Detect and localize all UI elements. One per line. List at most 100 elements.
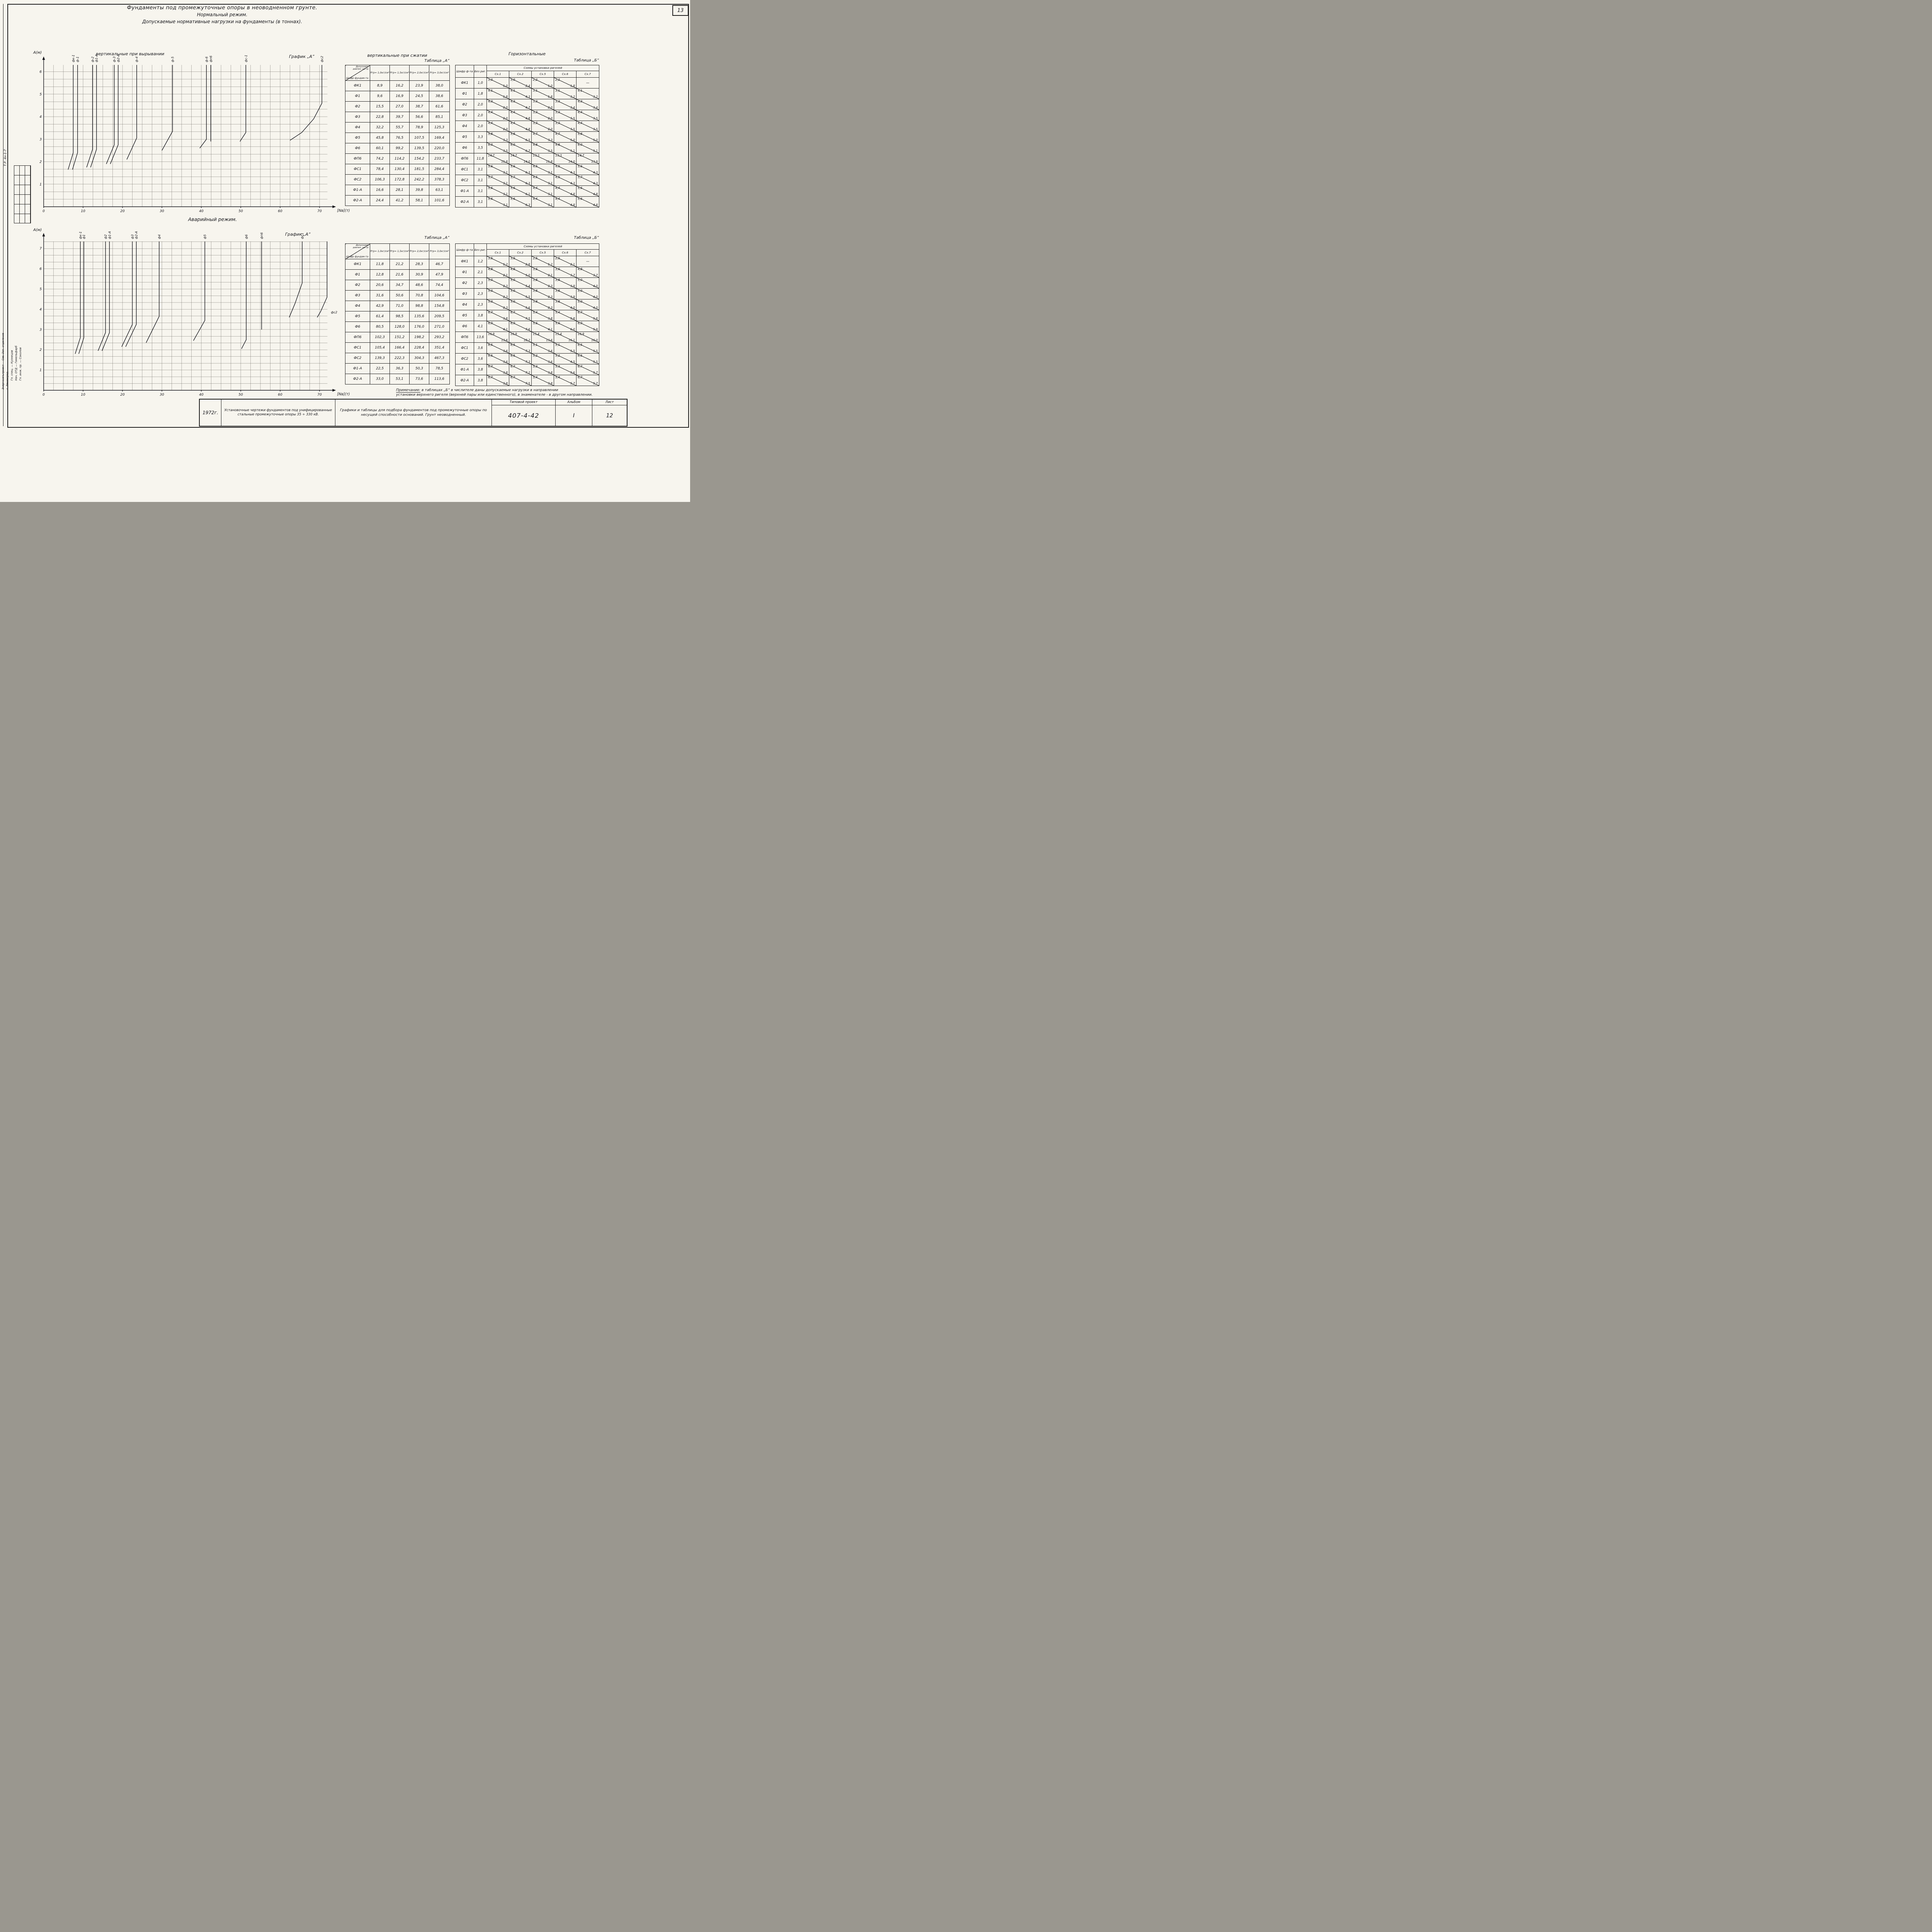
table-row: Ф4 42,9 71,0 98,8 154,8: [345, 301, 450, 311]
y-tick-label: 4: [39, 115, 42, 119]
curve-label-ф5: ф5: [203, 235, 207, 239]
diagonal-cell: 3,8 2,3: [532, 289, 554, 299]
numerator: 13,3: [533, 154, 539, 157]
x-axis-arrow: [332, 205, 336, 208]
chart-normal-pullout: 0 10 20 30 40 50 60 70 1 2 3 4 5 6 [Nв](т) фк-1 ф-1 ф-2 ф1…: [39, 54, 350, 213]
denominator: 1,2: [548, 263, 553, 266]
split-load-cell: 6,9 5,9: [576, 321, 599, 332]
split-load-cell: 13,3 11,8: [531, 153, 554, 164]
split-load-cell: 5,8 6,5: [509, 131, 532, 143]
page-title: Фундаменты под промежуточные опоры в нео…: [127, 5, 318, 11]
diagonal-cell: 4,8 3,5: [532, 143, 554, 153]
numerator: 3,6: [555, 267, 560, 271]
denominator: 3,6: [503, 349, 508, 353]
split-load-cell: 3,3 2,0: [531, 121, 554, 132]
numerator: 3,1: [533, 89, 538, 92]
diagonal-cell: 4,3 2,0: [487, 99, 509, 110]
foundation-code: Ф2: [455, 277, 474, 289]
table-row: ФС1 78,4 130,4 181,5 284,4: [345, 164, 450, 175]
split-load-cell: 3,0 1,0: [486, 77, 509, 88]
diagonal-cell: 4,7 5,0: [554, 132, 576, 142]
denominator: 5,6: [525, 306, 530, 310]
scheme-header: Сх.1: [486, 71, 509, 78]
diagonal-cell: 4,8 5,0: [509, 267, 531, 277]
numerator: 6,5: [510, 354, 515, 357]
numerator: 4,4: [488, 121, 493, 125]
denominator: 5,5: [593, 360, 598, 364]
split-load-cell: 3,0 2,4: [509, 77, 532, 88]
numerator: 4,8: [578, 267, 583, 271]
foundation-code: Ф6: [455, 142, 474, 153]
load-value: 33,0: [370, 374, 390, 384]
table-row: Ф6 80,5 128,0 176,0 271,0: [345, 321, 450, 332]
title-block-install-text: Установочные чертежи фундаментов под уни…: [221, 400, 335, 426]
numerator: 3,0: [488, 78, 493, 82]
curve-ф1: [78, 241, 84, 354]
numerator: 6,7: [488, 311, 493, 314]
column-header: Ргр= 3,0кг/см²: [429, 243, 450, 259]
denominator: 3,5: [503, 149, 508, 153]
numerator: 5,1: [555, 343, 560, 347]
numerator: 5,7: [578, 175, 583, 179]
numerator: 4,4: [510, 121, 515, 125]
y-tick-label: 2: [39, 160, 42, 164]
no-rigel-header: Без риг.: [474, 243, 487, 256]
foundation-code: Ф3: [345, 290, 370, 301]
curve-label-ф1-А: ф1-А: [95, 54, 99, 62]
denominator: 3,5: [593, 128, 598, 131]
diagonal-cell: 5,1 3,6: [532, 343, 554, 353]
diagonal-cell: 6,9 7,6: [509, 321, 531, 332]
split-load-cell: 4,5 4,3: [554, 175, 577, 186]
numerator: 5,6: [488, 165, 493, 168]
split-load-cell: 5,2 4,5: [554, 353, 577, 364]
load-table-B: Шифр ф-та Без риг. Схемы установки ригелей…: [455, 243, 599, 386]
table-normal-vertical-compression: Допускаем. давлен. на гр. Шифр фундам-та Р…: [345, 65, 450, 206]
load-value: 55,7: [389, 122, 410, 133]
split-load-cell: 6,5 5,5: [576, 342, 599, 354]
load-value: 34,7: [389, 280, 410, 291]
denominator: 5,5: [525, 295, 530, 299]
numerator: 5,8: [488, 132, 493, 136]
split-load-cell: 4,5 3,1: [531, 175, 554, 186]
load-value: 36,3: [389, 363, 410, 374]
diagonal-cell: 5,6 6,3: [509, 197, 531, 207]
no-rigel-value: 11,8: [474, 153, 487, 164]
numerator: 5,4: [555, 311, 560, 314]
split-load-cell: 5,3 5,6: [554, 364, 577, 375]
denominator: 4,3: [570, 171, 575, 174]
x-tick-label: 60: [278, 393, 282, 397]
foundation-code: ФК1: [345, 80, 370, 91]
y-tick-label: 5: [39, 93, 42, 97]
table-row: Ф6 60,1 99,2 139,5 220,0: [345, 143, 450, 154]
foundation-code: ФП6: [345, 332, 370, 343]
split-load-cell: 16,9 16,0: [576, 332, 599, 343]
denominator: 3,1: [548, 192, 553, 196]
load-value: 73,6: [409, 374, 429, 384]
table-row: Ф4 32,2 55,7 78,9 125,3: [345, 122, 450, 133]
no-rigel-value: 1,2: [474, 256, 487, 267]
denominator: 5,1: [593, 149, 598, 153]
tableB-normal-title: Таблица „Б”: [574, 58, 599, 63]
sheet-label: Лист: [592, 400, 627, 405]
denominator: 3,5: [548, 149, 553, 153]
foundation-code: Ф2-А: [455, 196, 474, 207]
album-label: Альбом: [556, 400, 592, 405]
numerator: 4,5: [555, 165, 560, 168]
denominator: 4,7: [525, 106, 530, 109]
y-tick-label: 5: [39, 287, 42, 291]
corner-bottom-label: Шифр фундам-та: [346, 77, 369, 80]
no-rigel-value: 3,6: [474, 353, 487, 364]
foundation-code: ФС2: [455, 175, 474, 186]
diagonal-cell: 5,0 4,0: [577, 299, 599, 310]
numerator: 3,8: [555, 278, 560, 282]
drawing-sheet: 13 Фундаменты под промежуточные опоры в …: [0, 0, 690, 502]
diagonal-cell: 6,9 5,9: [577, 321, 599, 332]
curve-label-фк-1: фк-1: [72, 54, 75, 62]
diagonal-cell: 4,3 3,4: [577, 99, 599, 110]
load-value: 47,9: [429, 269, 450, 280]
denominator: 5,7: [593, 382, 598, 385]
denominator: 4,5: [570, 360, 575, 364]
table-row: Ф2-А 24,4 41,2 58,1 101,6: [345, 195, 450, 206]
split-load-cell: 2,5 1,2: [531, 256, 554, 267]
curve-label-фс2: фс2: [331, 311, 337, 314]
